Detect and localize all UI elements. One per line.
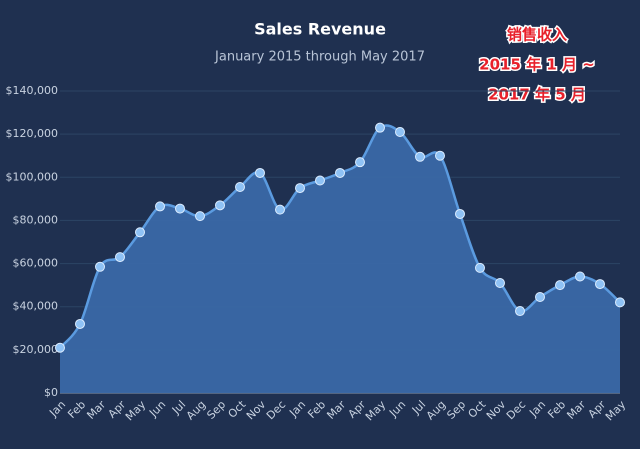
point: [55, 342, 65, 353]
point: [275, 204, 285, 215]
annotation: 2015 年 1 月 ~: [479, 56, 595, 74]
point: [335, 167, 345, 178]
point: [175, 203, 185, 214]
x-tick-label: Aug: [424, 398, 448, 422]
x-tick-label: Jan: [286, 398, 308, 420]
y-tick-label: $80,000: [13, 213, 59, 226]
x-tick-label: Sep: [444, 398, 468, 422]
point: [495, 277, 505, 288]
x-tick-label: May: [603, 398, 629, 424]
x-tick-label: Mar: [564, 398, 588, 422]
x-tick-label: Aug: [184, 398, 208, 422]
point: [315, 175, 325, 186]
point: [575, 271, 585, 282]
point: [615, 297, 625, 308]
point: [235, 181, 245, 192]
x-tick-label: Oct: [466, 398, 489, 421]
point: [295, 183, 305, 194]
area: [60, 125, 620, 393]
x-tick-label: Mar: [324, 398, 348, 422]
y-tick-label: $0: [44, 386, 58, 399]
x-tick-label: Feb: [65, 398, 88, 421]
point: [215, 200, 225, 211]
x-tick-label: May: [363, 398, 389, 424]
point: [595, 279, 605, 290]
x-tick-label: Oct: [226, 398, 249, 421]
point: [555, 280, 565, 291]
x-tick-label: Mar: [84, 398, 108, 422]
point: [75, 318, 85, 329]
point: [195, 211, 205, 222]
y-tick-label: $60,000: [13, 257, 59, 270]
y-tick-label: $40,000: [13, 300, 59, 313]
point: [395, 126, 405, 137]
point: [455, 208, 465, 219]
y-tick-label: $140,000: [6, 84, 59, 97]
point: [95, 261, 105, 272]
point: [475, 262, 485, 273]
chart-subtitle: January 2015 through May 2017: [214, 50, 425, 65]
annotation: 销售收入: [507, 26, 567, 44]
point: [535, 292, 545, 303]
x-tick-label: Feb: [305, 398, 328, 421]
x-tick-label: May: [123, 398, 149, 424]
point: [435, 150, 445, 161]
x-tick-label: Jun: [386, 398, 408, 420]
x-tick-label: Jun: [146, 398, 168, 420]
x-tick-label: Jan: [46, 398, 68, 420]
x-tick-label: Feb: [545, 398, 568, 421]
point: [355, 157, 365, 168]
x-tick-label: Nov: [484, 398, 509, 423]
x-tick-label: Sep: [204, 398, 228, 422]
point: [135, 227, 145, 238]
point: [255, 167, 265, 178]
chart-title: Sales Revenue: [254, 20, 386, 39]
point: [415, 151, 425, 162]
y-tick-label: $120,000: [6, 127, 59, 140]
point: [115, 252, 125, 263]
x-tick-label: Dec: [264, 398, 288, 422]
x-tick-label: Nov: [244, 398, 269, 423]
annotation: 2017 年 5 月: [488, 86, 586, 104]
y-tick-label: $100,000: [6, 170, 59, 183]
x-tick-label: Dec: [504, 398, 528, 422]
point: [375, 122, 385, 133]
x-tick-label: Jan: [526, 398, 548, 420]
point: [155, 201, 165, 212]
point: [515, 306, 525, 317]
y-tick-label: $20,000: [13, 343, 59, 356]
